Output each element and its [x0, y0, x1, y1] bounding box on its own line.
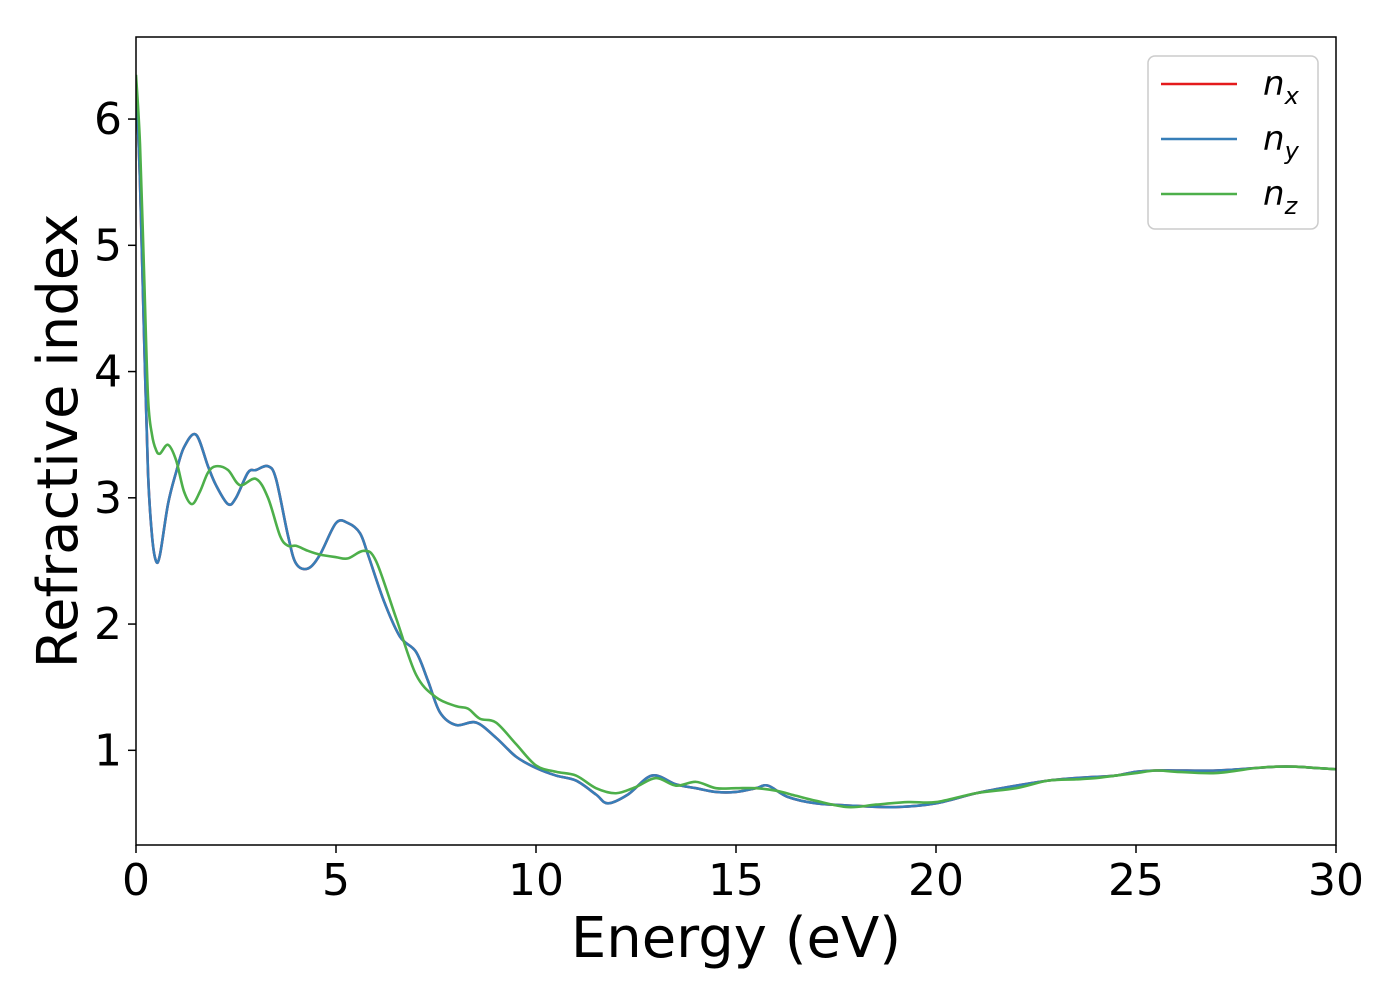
- series-layer: [136, 74, 1336, 809]
- x-tick-label: 0: [122, 855, 150, 906]
- series-line-nz: [136, 74, 1336, 809]
- y-tick-label: 2: [94, 599, 122, 650]
- y-tick-label: 4: [94, 347, 122, 398]
- y-axis-title: Refractive index: [26, 214, 91, 669]
- y-tick-label: 3: [94, 473, 122, 524]
- x-axis: 0 5 10 15 20 25 30: [122, 845, 1364, 906]
- x-tick-label: 10: [508, 855, 564, 906]
- y-axis: 1 2 3 4 5 6: [94, 94, 136, 776]
- y-tick-label: 6: [94, 94, 122, 145]
- y-tick-label: 5: [94, 220, 122, 271]
- x-tick-label: 30: [1308, 855, 1364, 906]
- x-tick-label: 25: [1108, 855, 1164, 906]
- x-tick-label: 15: [708, 855, 764, 906]
- y-tick-label: 1: [94, 725, 122, 776]
- x-axis-title: Energy (eV): [571, 906, 901, 971]
- x-tick-label: 5: [322, 855, 350, 906]
- legend-box: [1147, 55, 1319, 230]
- x-tick-label: 20: [908, 855, 964, 906]
